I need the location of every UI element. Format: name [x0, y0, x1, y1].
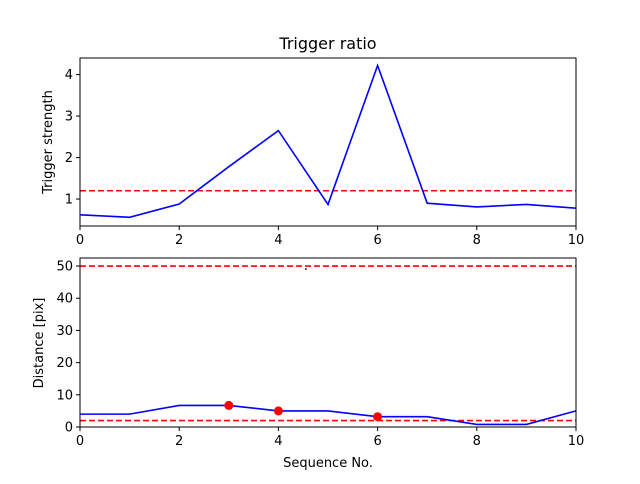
distance-x-ticks: 0 2 4 6 8 10 — [76, 427, 584, 449]
distance-marker-point — [373, 412, 383, 422]
distance-marker-point — [273, 406, 283, 416]
trigger-series-line-0 — [79, 63, 577, 219]
distance-x-tick-label: 2 — [175, 434, 183, 449]
trigger-y-axis-label: Trigger strength — [41, 90, 56, 195]
trigger-x-tick-label: 8 — [473, 233, 481, 248]
distance-series-line-0 — [80, 404, 577, 426]
trigger-x-tick-label: 0 — [76, 233, 84, 248]
trigger-y-tick-label: 1 — [65, 193, 73, 208]
distance-x-tick-label: 4 — [274, 434, 282, 449]
trigger-y-tick-label: 3 — [65, 110, 73, 125]
trigger-y-tick-label: 2 — [65, 151, 73, 166]
distance-y-ticks: 0 10 20 30 40 50 — [56, 260, 80, 436]
distance-plot-area — [80, 265, 577, 426]
trigger-x-tick-label: 6 — [373, 233, 381, 248]
distance-x-axis-label: Sequence No. — [283, 456, 373, 471]
distance-marker-point — [224, 400, 234, 410]
distance-y-tick-label: 30 — [56, 324, 73, 339]
trigger-x-tick-label: 2 — [175, 233, 183, 248]
distance-y-tick-label: 20 — [56, 356, 73, 371]
distance-y-tick-label: 40 — [56, 292, 73, 307]
trigger-axes-frame — [79, 57, 577, 227]
distance-y-tick-label: 10 — [56, 388, 73, 403]
distance-axes-frame — [79, 257, 577, 428]
distance-x-tick-label: 10 — [568, 434, 585, 449]
distance-y-tick-label: 50 — [56, 260, 73, 275]
trigger-x-tick-label: 10 — [568, 233, 585, 248]
trigger-y-tick-label: 4 — [65, 68, 73, 83]
chart-title: Trigger ratio — [278, 34, 376, 53]
distance-x-tick-label: 0 — [76, 434, 84, 449]
trigger-x-tick-label: 4 — [274, 233, 282, 248]
trigger-x-ticks: 0 2 4 6 8 10 — [76, 226, 584, 248]
trigger-plot-area — [79, 63, 577, 219]
distance-x-tick-label: 6 — [373, 434, 381, 449]
distance-subplot: 0 2 4 6 8 10 0 10 20 30 40 50 Sequence No. Distanc… — [32, 257, 584, 471]
trigger-y-ticks: 1 2 3 4 — [65, 68, 80, 208]
distance-y-axis-label: Distance [pix] — [32, 298, 47, 389]
distance-x-tick-label: 8 — [473, 434, 481, 449]
subplot-overlap-mask — [80, 257, 576, 268]
distance-y-tick-label: 0 — [65, 421, 73, 436]
